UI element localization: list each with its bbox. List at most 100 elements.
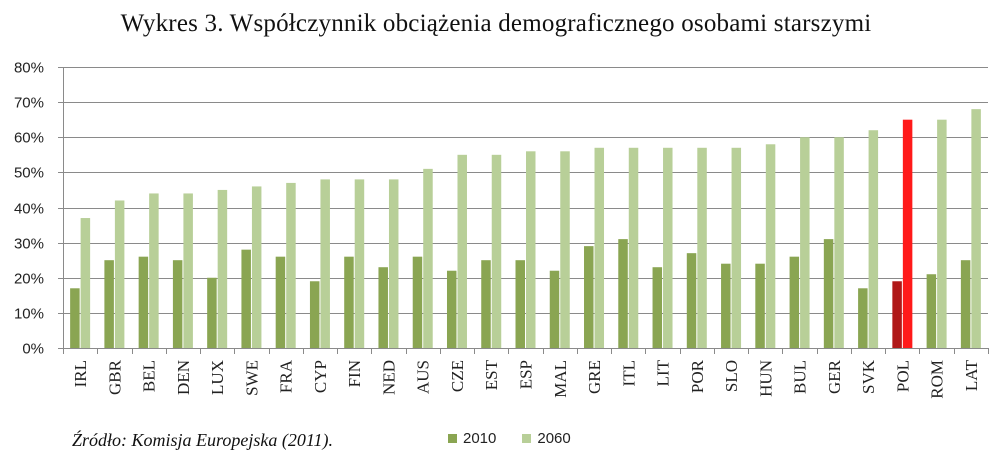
legend-item-2010: 2010 — [448, 430, 496, 447]
bar-fra-2010 — [275, 256, 286, 348]
bars — [70, 109, 981, 349]
bar-bel-2060 — [149, 193, 159, 348]
bar-est-2060 — [491, 154, 502, 348]
x-tick-label: GBR — [105, 359, 124, 395]
y-tick-label: 30% — [14, 236, 44, 253]
bar-pol-2060 — [902, 119, 913, 348]
bar-hun-2060 — [765, 144, 776, 348]
bar-aus-2010 — [412, 256, 423, 348]
bar-irl-2060 — [80, 218, 91, 348]
bar-gre-2060 — [594, 147, 605, 348]
bar-hun-2010 — [755, 263, 765, 348]
bar-ger-2060 — [834, 137, 844, 348]
x-axis-ticks: IRL GBR BEL DEN LUX SWE FRA CYP FIN NED AUS CZE EST E… — [71, 359, 981, 398]
bar-gbr-2010 — [104, 260, 114, 348]
chart-title: Wykres 3. Współczynnik obciążenia demogr… — [120, 10, 872, 37]
x-tick-label: GRE — [585, 360, 604, 394]
bar-bul-2060 — [800, 137, 810, 348]
x-tick-label: SVK — [859, 359, 878, 394]
bar-est-2010 — [481, 260, 491, 348]
bar-fin-2060 — [354, 179, 365, 348]
x-tick-label: EST — [482, 359, 501, 390]
x-tick-label: BEL — [140, 360, 159, 392]
y-tick-label: 70% — [14, 95, 44, 112]
x-tick-label: IRL — [71, 360, 90, 387]
x-tick-label: FIN — [345, 360, 364, 387]
bar-den-2060 — [183, 193, 193, 348]
bar-lux-2010 — [207, 277, 217, 348]
bar-lit-2010 — [652, 267, 663, 348]
bar-swe-2060 — [251, 186, 262, 348]
bar-lux-2060 — [217, 189, 228, 348]
y-tick-label: 80% — [14, 60, 44, 77]
x-tick-label: AUS — [414, 360, 433, 394]
legend-label-2010: 2010 — [463, 430, 497, 447]
bar-svk-2010 — [858, 288, 868, 348]
bar-esp-2060 — [526, 151, 536, 348]
bar-esp-2010 — [515, 260, 525, 348]
x-tick-label: MAL — [551, 360, 570, 398]
x-tick-label: SWE — [242, 360, 261, 396]
bar-aus-2060 — [423, 168, 433, 348]
x-tick-label: ITL — [619, 360, 638, 386]
bar-ned-2060 — [388, 179, 399, 348]
x-tick-label: ESP — [517, 360, 536, 389]
y-tick-label: 50% — [14, 165, 44, 182]
bar-por-2060 — [697, 147, 707, 348]
y-tick-label: 0% — [22, 341, 44, 358]
bar-itl-2060 — [628, 147, 639, 348]
x-tick-label: LAT — [962, 359, 981, 391]
bar-itl-2010 — [618, 239, 628, 348]
bar-cyp-2060 — [320, 179, 330, 348]
y-tick-label: 20% — [14, 271, 44, 288]
bar-svk-2060 — [868, 130, 879, 348]
bar-mal-2010 — [549, 270, 560, 348]
y-tick-label: 10% — [14, 306, 44, 323]
bar-cze-2060 — [457, 154, 467, 348]
bar-bul-2010 — [789, 256, 800, 348]
bar-lit-2060 — [663, 147, 673, 348]
y-axis-ticks: 0% 10% 20% 30% 40% 50% 60% 70% 80% — [14, 60, 44, 358]
bar-fin-2010 — [344, 256, 354, 348]
source-note: Źródło: Komisja Europejska (2011). — [72, 430, 333, 450]
legend-swatch-2060 — [522, 434, 532, 443]
bar-slo-2010 — [721, 263, 731, 348]
legend-item-2060: 2060 — [522, 430, 571, 447]
x-tick-label: CZE — [448, 360, 467, 392]
x-tick-label: HUN — [756, 360, 775, 397]
bar-fra-2060 — [286, 182, 296, 348]
x-tick-label: POL — [893, 360, 912, 392]
x-tick-label: CYP — [311, 360, 330, 393]
x-tick-label: SLO — [722, 360, 741, 392]
bar-cyp-2010 — [309, 281, 320, 348]
bar-gre-2010 — [584, 246, 594, 348]
legend-label-2060: 2060 — [537, 430, 571, 447]
legend: 2010 2060 — [448, 430, 597, 447]
legend-swatch-2010 — [448, 434, 457, 443]
x-tick-label: ROM — [928, 360, 947, 399]
bar-lat-2060 — [971, 109, 981, 349]
bar-rom-2060 — [937, 119, 947, 348]
bar-rom-2010 — [926, 274, 937, 348]
bar-cze-2010 — [446, 270, 457, 348]
x-tick-label: LUX — [208, 360, 227, 395]
x-tick-label: LIT — [654, 359, 673, 386]
y-tick-label: 60% — [14, 130, 44, 147]
bar-den-2010 — [172, 260, 183, 348]
y-tick-label: 40% — [14, 201, 44, 218]
bar-ned-2010 — [378, 267, 388, 348]
bar-por-2010 — [686, 253, 697, 348]
bar-pol-2010 — [892, 281, 902, 348]
bar-gbr-2060 — [114, 200, 125, 348]
x-tick-label: BUL — [791, 360, 810, 394]
bar-lat-2010 — [960, 260, 971, 348]
x-tick-label: DEN — [174, 360, 193, 395]
bar-mal-2060 — [560, 151, 570, 348]
bar-swe-2010 — [241, 249, 251, 348]
bar-bel-2010 — [138, 256, 149, 348]
bar-irl-2010 — [70, 288, 80, 348]
x-tick-label: POR — [688, 359, 707, 393]
bar-ger-2010 — [823, 239, 834, 348]
x-tick-label: FRA — [277, 359, 296, 393]
